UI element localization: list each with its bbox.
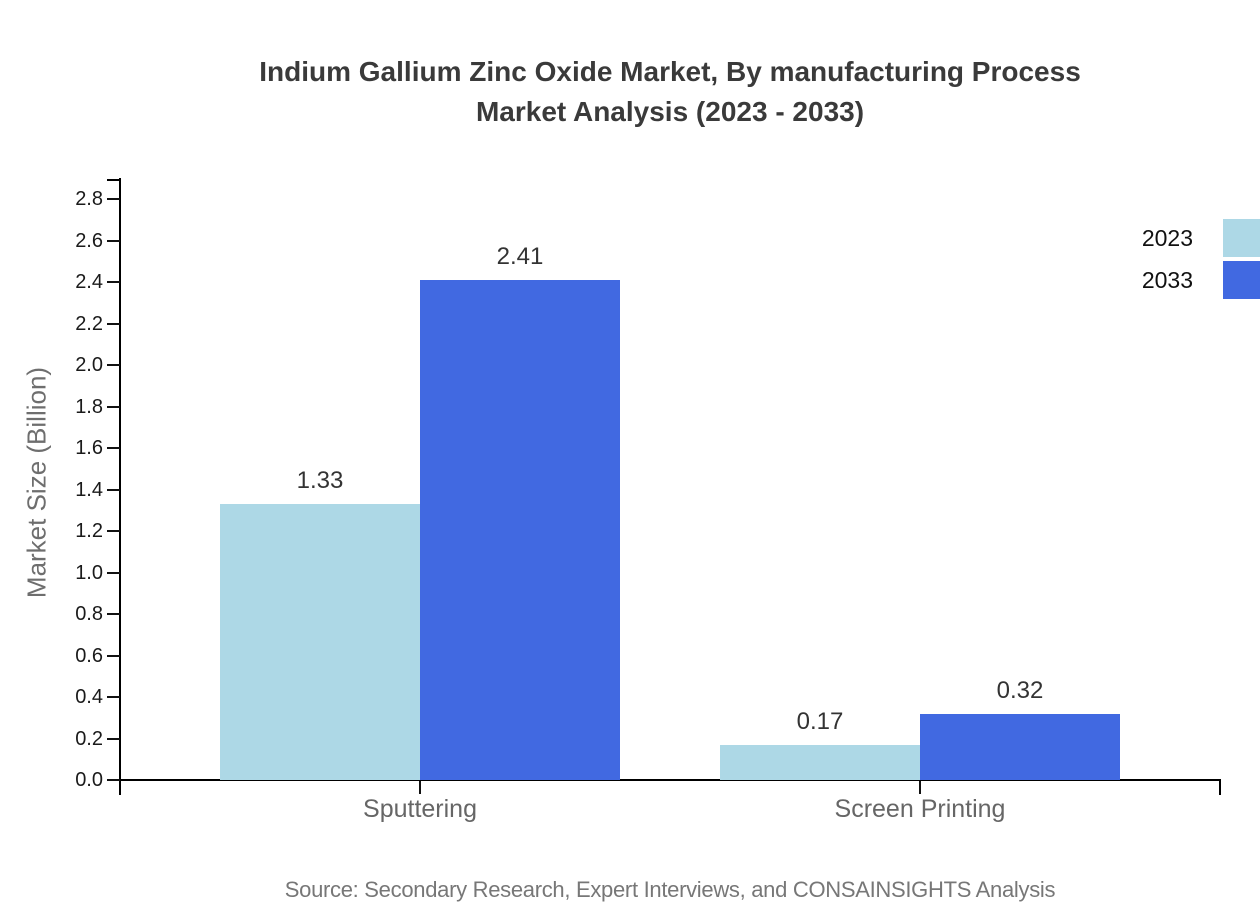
y-tick-mark xyxy=(107,447,120,449)
y-tick-mark xyxy=(107,405,120,408)
y-tick-label: 0.6 xyxy=(75,644,103,667)
x-category-label: Screen Printing xyxy=(834,795,1006,823)
y-tick-label: 1.4 xyxy=(75,478,103,501)
chart-title: Indium Gallium Zinc Oxide Market, By man… xyxy=(80,52,1260,132)
y-tick-mark xyxy=(107,322,120,325)
y-tick-mark xyxy=(107,654,120,657)
x-tick-mark xyxy=(919,781,921,794)
y-tick-label: 0.8 xyxy=(75,603,103,625)
y-tick-mark xyxy=(107,613,120,615)
bar-2033-sputtering xyxy=(420,279,620,780)
y-tick-mark xyxy=(107,198,120,200)
source-note: Source: Secondary Research, Expert Inter… xyxy=(284,877,1056,902)
bar-value-label: 2.41 xyxy=(496,242,544,270)
legend: 2023 2033 xyxy=(1142,217,1260,301)
y-axis-endcap xyxy=(107,179,120,181)
y-tick-mark xyxy=(107,488,120,491)
legend-row-2033: 2033 xyxy=(1142,259,1260,301)
y-tick-mark xyxy=(107,779,120,781)
chart-title-line-2: Market Analysis (2023 - 2033) xyxy=(475,96,865,127)
legend-swatch xyxy=(1223,261,1260,299)
legend-swatch xyxy=(1223,219,1260,257)
x-tick-mark xyxy=(419,781,421,794)
x-axis-endcap xyxy=(1219,779,1221,795)
y-tick-mark xyxy=(107,364,120,366)
y-tick-label: 2.4 xyxy=(75,271,103,293)
bar-2033-screen-printing xyxy=(920,713,1120,780)
bar-2023-screen-printing xyxy=(720,744,920,780)
y-tick-label: 0.0 xyxy=(75,769,103,791)
bar-value-label: 0.17 xyxy=(796,707,844,735)
x-category-label: Sputtering xyxy=(363,795,477,823)
bar-value-label: 0.32 xyxy=(996,676,1044,704)
x-axis-line xyxy=(107,779,1221,781)
y-tick-label: 1.0 xyxy=(75,561,103,584)
y-tick-mark xyxy=(107,281,120,283)
legend-row-2023: 2023 xyxy=(1142,217,1260,259)
y-tick-label: 0.2 xyxy=(75,727,103,750)
y-tick-label: 2.2 xyxy=(75,312,103,335)
y-tick-label: 1.6 xyxy=(75,437,103,459)
y-tick-mark xyxy=(107,239,120,242)
bar-2023-sputtering xyxy=(220,504,420,780)
y-tick-label: 0.4 xyxy=(75,686,103,708)
y-tick-label: 1.8 xyxy=(75,395,103,418)
legend-label: 2023 xyxy=(1141,224,1193,251)
y-axis-line xyxy=(119,178,121,795)
bar-value-label: 1.33 xyxy=(296,467,344,495)
legend-label: 2033 xyxy=(1141,266,1193,293)
y-tick-label: 2.8 xyxy=(75,188,103,210)
y-tick-mark xyxy=(107,571,120,574)
chart-title-line-1: Indium Gallium Zinc Oxide Market, By man… xyxy=(259,56,1081,87)
y-tick-mark xyxy=(107,530,120,532)
y-tick-label: 2.6 xyxy=(75,229,103,252)
y-tick-mark xyxy=(107,696,120,698)
y-tick-label: 1.2 xyxy=(75,520,103,542)
y-tick-label: 2.0 xyxy=(75,354,103,376)
y-tick-mark xyxy=(107,737,120,740)
